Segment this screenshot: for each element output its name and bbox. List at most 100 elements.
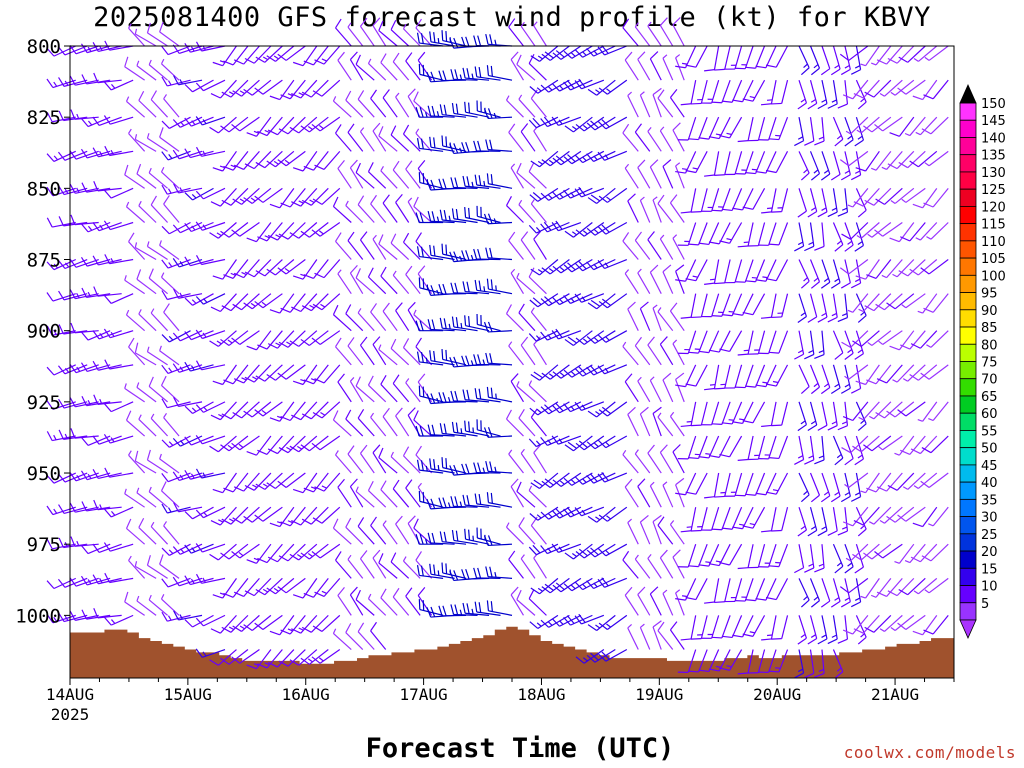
wind-barb	[289, 330, 318, 347]
wind-barb	[255, 472, 283, 490]
wind-barb	[850, 151, 862, 181]
wind-barb	[659, 234, 674, 260]
wind-barb	[563, 472, 593, 486]
wind-barb	[649, 264, 662, 294]
wind-barb	[721, 293, 743, 317]
wind-barb	[332, 518, 352, 545]
wind-barb	[724, 578, 743, 603]
wind-barb	[563, 401, 593, 413]
wind-barb	[669, 520, 685, 545]
wind-barb	[698, 435, 720, 459]
wind-barb	[622, 449, 639, 474]
wind-barb	[413, 518, 433, 545]
legend-label: 120	[981, 200, 1006, 215]
wind-barb	[840, 578, 851, 608]
wind-barb	[624, 373, 639, 403]
wind-barb	[732, 401, 754, 425]
wind-barb	[474, 601, 501, 616]
wind-barb	[195, 360, 226, 371]
wind-barb	[195, 614, 226, 627]
wind-barb	[173, 75, 203, 86]
wind-barb	[887, 150, 915, 170]
wind-barb	[721, 506, 743, 530]
wind-barb	[246, 116, 272, 137]
wind-barb	[574, 293, 605, 303]
wind-barb	[441, 243, 467, 261]
wind-barb	[745, 472, 766, 496]
x-tick-label: 15AUG	[164, 685, 212, 704]
wind-barb	[747, 649, 766, 674]
wind-barb	[212, 578, 237, 599]
wind-barb	[312, 401, 341, 419]
wind-barb	[349, 51, 364, 81]
wind-barb	[901, 187, 926, 203]
wind-barb	[195, 221, 226, 231]
wind-barb	[732, 79, 754, 103]
wind-barb	[372, 336, 387, 366]
wind-barb	[662, 372, 674, 403]
wind-barb	[677, 116, 697, 141]
wind-barb	[647, 21, 662, 47]
legend-swatch	[959, 240, 977, 259]
wind-barb	[104, 572, 134, 584]
wind-barb	[124, 488, 145, 508]
wind-barb	[429, 136, 455, 152]
wind-barb	[161, 543, 191, 556]
wind-barb	[289, 649, 318, 666]
wind-barb	[672, 17, 685, 47]
wind-barb	[195, 187, 226, 200]
wind-barb	[711, 615, 731, 639]
wind-barb	[161, 364, 191, 375]
wind-barb	[814, 649, 825, 678]
wind-barb	[881, 150, 903, 170]
wind-barb	[529, 187, 559, 202]
wind-barb	[415, 18, 433, 47]
wind-barb	[688, 543, 708, 568]
wind-barb	[163, 195, 180, 223]
wind-barb	[855, 506, 867, 537]
wind-barb	[80, 257, 111, 267]
wind-barb	[103, 401, 134, 413]
wind-barb	[874, 116, 903, 132]
wind-barb	[875, 187, 903, 205]
wind-barb	[314, 150, 341, 170]
wind-barb	[701, 293, 720, 318]
wind-barb	[876, 45, 903, 65]
wind-barb	[624, 478, 639, 508]
wind-barb	[926, 330, 949, 348]
wind-barb	[173, 396, 203, 408]
wind-barb	[721, 188, 743, 212]
wind-barb	[429, 563, 455, 579]
wind-barb	[232, 293, 260, 311]
wind-barb	[900, 435, 926, 455]
wind-barb	[349, 478, 364, 508]
wind-barb	[184, 221, 214, 233]
wind-barb	[528, 380, 547, 403]
wind-barb	[508, 449, 524, 474]
wind-barb	[138, 517, 157, 545]
wind-barb	[184, 470, 214, 480]
wind-barb	[46, 78, 76, 89]
wind-barb	[184, 116, 214, 127]
legend-swatch	[959, 430, 977, 449]
wind-barb	[520, 231, 536, 260]
wind-barb	[246, 330, 272, 351]
wind-barb	[124, 164, 145, 189]
wind-barb	[392, 479, 410, 508]
wind-barb	[923, 293, 949, 313]
credit-link[interactable]: coolwx.com/models	[843, 743, 1016, 762]
wind-barb	[485, 139, 513, 152]
wind-barb	[866, 472, 892, 493]
wind-barb	[794, 649, 805, 679]
legend-label: 45	[981, 459, 998, 474]
wind-barb	[924, 150, 949, 167]
wind-barb	[574, 472, 605, 485]
wind-barb	[881, 259, 903, 279]
wind-barb	[486, 173, 513, 189]
wind-barb	[209, 222, 237, 239]
wind-barb	[804, 435, 815, 465]
wind-barb	[390, 233, 410, 260]
wind-barb	[837, 507, 849, 536]
wind-barb	[220, 435, 249, 452]
wind-barb	[337, 51, 352, 81]
